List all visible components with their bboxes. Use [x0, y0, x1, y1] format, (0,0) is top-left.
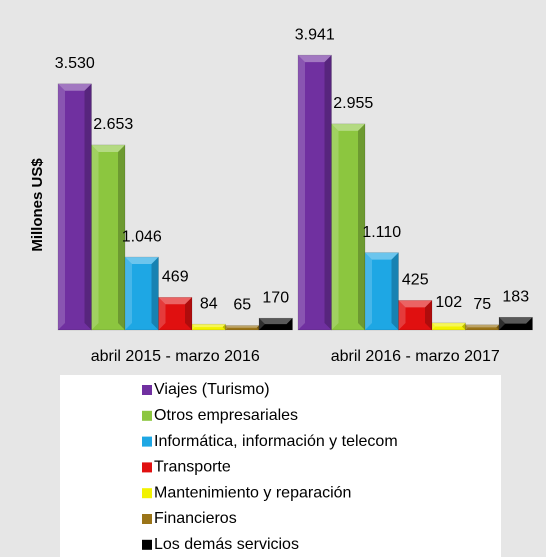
legend-label: Otros empresariales [154, 407, 298, 424]
data-label: 65 [233, 297, 251, 314]
bar-bevel-right [84, 83, 92, 330]
legend-swatch [142, 385, 152, 395]
bar-bevel-right [526, 317, 533, 330]
bar-bevel-left [398, 300, 406, 330]
data-label: 1.110 [362, 224, 401, 241]
bar-bevel-right [425, 300, 432, 330]
x-tick-label: abril 2016 - marzo 2017 [331, 348, 500, 365]
bar [158, 297, 193, 331]
bar-bevel-top [432, 322, 466, 327]
bar [498, 316, 533, 331]
bar-bevel-top [398, 300, 432, 308]
data-label: 183 [502, 288, 529, 305]
legend-box [60, 375, 501, 557]
bar [124, 256, 159, 331]
legend-swatch [142, 462, 152, 473]
bar-bevel-top [225, 325, 259, 328]
bar [91, 144, 126, 331]
bar-bevel-left [331, 123, 339, 330]
bar [297, 54, 332, 331]
y-axis-label: Millones US$ [29, 158, 46, 252]
data-label: 170 [262, 289, 289, 306]
legend-swatch [142, 539, 152, 550]
data-label: 102 [435, 294, 462, 311]
x-tick-label: abril 2015 - marzo 2016 [91, 348, 260, 365]
bar-bevel-left [465, 324, 469, 330]
bar-bevel-left [125, 257, 132, 330]
bar-bevel-right [222, 324, 226, 330]
bar-bevel-right [461, 322, 466, 330]
legend-swatch [142, 436, 152, 447]
bar-bevel-top [259, 318, 293, 325]
bar-bevel-top [331, 123, 365, 131]
bar-bevel-right [118, 144, 125, 330]
legend-label: Los demás servicios [154, 536, 299, 553]
data-label: 2.653 [93, 116, 133, 133]
bar [57, 83, 92, 331]
data-label: 469 [162, 269, 189, 286]
bar-bevel-top [58, 83, 92, 91]
bar-bevel-left [58, 83, 65, 330]
bar-bevel-top [158, 297, 192, 305]
legend-swatch [142, 488, 152, 499]
legend-swatch [142, 410, 152, 421]
data-label: 3.941 [295, 26, 335, 43]
data-label: 2.955 [333, 95, 373, 112]
bar [331, 123, 366, 331]
bar-bevel-top [91, 144, 125, 152]
bar-bevel-left [158, 297, 166, 330]
data-label: 3.530 [55, 55, 95, 72]
bar-bevel-left [298, 55, 305, 331]
bar-bevel-left [365, 252, 372, 330]
legend-label: Informática, información y telecom [154, 433, 398, 450]
data-label: 1.046 [122, 228, 162, 245]
bar-bevel-top [125, 257, 159, 265]
bar-bevel-right [358, 123, 365, 330]
bar-bevel-right [185, 297, 192, 330]
bar-bevel-left [91, 144, 99, 330]
bar-bevel-left [192, 324, 195, 330]
bar-bevel-right [324, 55, 332, 331]
bar-bevel-left [432, 322, 436, 330]
data-label: 75 [473, 296, 491, 313]
bar [364, 252, 399, 331]
data-label: 425 [402, 272, 429, 289]
bar [398, 300, 433, 331]
bar-bevel-top [365, 252, 399, 260]
legend-label: Viajes (Turismo) [154, 381, 270, 398]
legend-label: Transporte [154, 459, 231, 476]
bar-bevel-top [499, 317, 533, 324]
bar-bevel-top [298, 55, 332, 63]
legend-label: Mantenimiento y reparación [154, 484, 351, 501]
bar-bevel-left [259, 318, 265, 330]
data-label: 84 [200, 295, 218, 312]
bar-bevel-left [499, 317, 506, 330]
bar-bevel-right [496, 324, 499, 330]
bar [258, 317, 293, 331]
bar-bevel-top [192, 324, 226, 328]
legend-swatch [142, 514, 152, 524]
bar-bevel-right [256, 325, 259, 330]
bar-bevel-left [225, 325, 228, 330]
bar-bevel-right [391, 252, 399, 330]
legend-label: Financieros [154, 510, 237, 527]
bar-bevel-right [151, 257, 159, 330]
bar-bevel-right [286, 318, 293, 330]
bar-bevel-top [465, 324, 499, 328]
